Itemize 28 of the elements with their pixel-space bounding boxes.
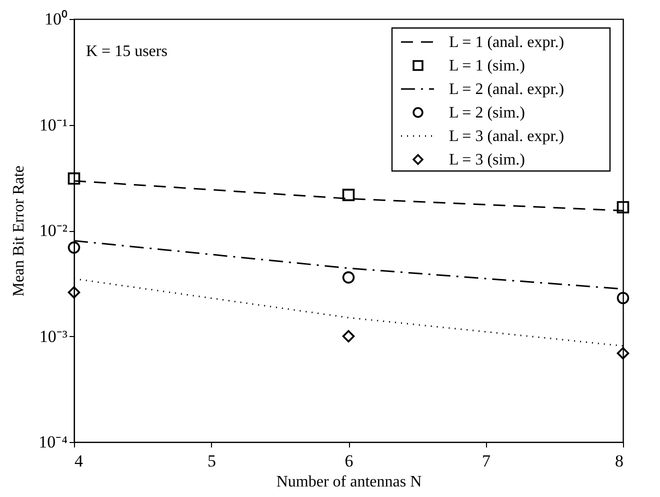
point bbox=[616, 347, 630, 360]
x-tick-label: 6 bbox=[344, 452, 354, 470]
x-tick-label: 7 bbox=[482, 452, 491, 470]
y-tick-label: 10⁻¹ bbox=[39, 115, 68, 134]
point bbox=[616, 292, 630, 304]
annotation: K = 15 users bbox=[86, 43, 168, 60]
legend-label: L = 3 (sim.) bbox=[449, 152, 525, 168]
y-tick-label: 10⁻⁴ bbox=[38, 432, 68, 452]
legend-label: L = 1 (anal. expr.) bbox=[449, 34, 564, 51]
y-axis-title: Mean Bit Error Rate bbox=[10, 165, 28, 297]
x-tick-label: 5 bbox=[208, 452, 216, 470]
point bbox=[616, 201, 630, 214]
point bbox=[342, 330, 355, 342]
x-tick-label: 8 bbox=[615, 452, 624, 470]
legend-label: L = 2 (anal. expr.) bbox=[449, 81, 564, 98]
point bbox=[68, 286, 80, 299]
point bbox=[68, 172, 80, 185]
x-tick-label: 4 bbox=[74, 452, 84, 470]
y-tick-label: 10⁰ bbox=[44, 10, 68, 28]
legend-label: L = 3 (anal. expr.) bbox=[449, 128, 564, 145]
point bbox=[342, 271, 355, 284]
legend-label: L = 2 (sim.) bbox=[449, 104, 525, 122]
y-tick-label: 10⁻³ bbox=[39, 326, 68, 346]
legend-label: L = 1 (sim.) bbox=[449, 58, 525, 74]
y-tick-label: 10⁻² bbox=[39, 221, 68, 240]
point bbox=[68, 241, 80, 254]
point bbox=[342, 188, 355, 202]
x-axis-title: Number of antennas N bbox=[276, 474, 422, 490]
